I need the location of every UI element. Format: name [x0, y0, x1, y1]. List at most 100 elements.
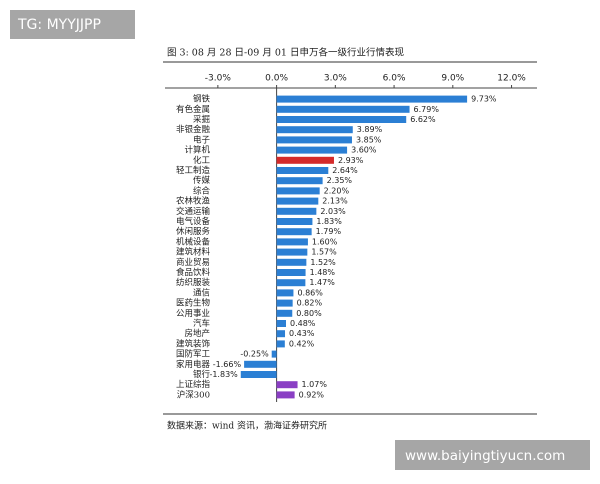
- category-label: 食品饮料: [176, 267, 211, 278]
- category-label: 计算机: [184, 145, 210, 156]
- category-label: 非银金融: [176, 124, 211, 135]
- bar: [276, 126, 353, 134]
- bar: [276, 391, 295, 399]
- watermark-box: [10, 10, 135, 39]
- category-label: 沪深300: [177, 389, 210, 400]
- value-label: 1.60%: [312, 237, 338, 246]
- bar: [240, 371, 277, 378]
- value-label: 1.47%: [309, 278, 335, 287]
- value-label: 2.03%: [320, 207, 346, 216]
- value-label: 0.80%: [296, 309, 322, 318]
- category-label: 化工: [193, 155, 211, 166]
- bar: [276, 177, 323, 185]
- bar: [276, 299, 293, 307]
- bar: [276, 238, 308, 246]
- category-label: 综合: [193, 185, 211, 196]
- bar: [276, 167, 329, 174]
- bar: [276, 340, 285, 348]
- value-label: 0.82%: [297, 299, 323, 308]
- value-label: 6.79%: [414, 105, 440, 114]
- category-label: 商业贸易: [176, 257, 210, 268]
- category-label: 上证综指: [176, 379, 211, 390]
- bar: [276, 269, 306, 276]
- value-label: 1.79%: [316, 227, 342, 236]
- bar: [276, 248, 308, 256]
- bar: [276, 320, 286, 327]
- value-label: 3.85%: [356, 135, 382, 144]
- x-tick-label: 6.0%: [383, 74, 406, 84]
- category-label: 国防军工: [176, 349, 211, 360]
- category-label: 轻工制造: [176, 165, 211, 176]
- bar: [276, 258, 307, 266]
- category-label: 休闲服务: [176, 226, 211, 237]
- value-label: 0.43%: [289, 329, 315, 338]
- bar: [276, 95, 468, 103]
- bar: [276, 197, 319, 205]
- category-label: 纺织服装: [176, 277, 211, 288]
- value-label: -0.25%: [240, 350, 269, 359]
- category-label: 通信: [193, 287, 211, 298]
- category-label: 电气设备: [176, 216, 211, 227]
- category-label: 汽车: [193, 318, 210, 329]
- category-label: 有色金属: [176, 104, 210, 115]
- bar: [244, 360, 277, 368]
- bar: [276, 136, 352, 144]
- chart-title: 图 3: 08 月 28 日-09 月 01 日申万各一级行业行情表现: [167, 47, 404, 59]
- value-label: 3.60%: [351, 146, 377, 155]
- value-label: -1.83%: [209, 370, 238, 379]
- category-label: 机械设备: [176, 236, 211, 247]
- x-tick-label: 0.0%: [265, 74, 288, 84]
- bar: [271, 350, 277, 358]
- source-note: 数据来源：wind 资讯，渤海证券研究所: [167, 420, 327, 432]
- watermark: TG: MYYJJPP: [17, 17, 101, 33]
- value-label: 2.20%: [324, 186, 350, 195]
- value-label: 2.93%: [338, 156, 364, 165]
- value-label: 1.52%: [310, 258, 336, 267]
- watermark-box: [395, 440, 590, 470]
- value-label: 1.57%: [311, 248, 337, 257]
- value-label: 1.48%: [310, 268, 336, 277]
- value-label: 0.86%: [297, 288, 323, 297]
- category-label: 农林牧渔: [176, 196, 211, 207]
- value-label: 0.48%: [290, 319, 316, 328]
- x-tick-label: 9.0%: [441, 74, 464, 84]
- bar: [276, 381, 298, 389]
- bar: [276, 116, 407, 123]
- value-label: 2.64%: [332, 166, 358, 175]
- value-label: 1.83%: [316, 217, 342, 226]
- watermark: www.baiyingtiyucn.com: [405, 448, 565, 464]
- bar: [276, 146, 348, 154]
- category-label: 建筑装饰: [176, 338, 211, 349]
- value-label: 0.42%: [289, 339, 315, 348]
- value-label: 2.13%: [322, 197, 348, 206]
- category-label: 采掘: [193, 114, 210, 125]
- value-label: 2.35%: [327, 176, 353, 185]
- value-label: 1.07%: [302, 380, 328, 389]
- bar: [276, 330, 286, 338]
- bar: [276, 187, 320, 195]
- value-label: 0.92%: [299, 390, 325, 399]
- bar: [276, 309, 293, 317]
- value-label: 3.89%: [357, 125, 383, 134]
- value-label: 9.73%: [471, 95, 497, 104]
- category-label: 家用电器: [176, 359, 211, 370]
- category-label: 电子: [193, 134, 211, 145]
- bar: [276, 156, 334, 164]
- bar: [276, 279, 306, 287]
- bar: [276, 207, 317, 215]
- bar: [276, 218, 313, 225]
- x-tick-label: 3.0%: [324, 74, 347, 84]
- category-label: 公用事业: [176, 308, 210, 319]
- category-label: 传媒: [193, 175, 211, 186]
- x-tick-label: 12.0%: [497, 74, 526, 84]
- bar: [276, 105, 410, 113]
- category-label: 房地产: [184, 328, 210, 339]
- bar: [276, 289, 294, 297]
- category-label: 银行: [193, 369, 211, 380]
- value-label: 6.62%: [410, 115, 436, 124]
- category-label: 建筑材料: [176, 247, 211, 258]
- value-label: -1.66%: [213, 360, 242, 369]
- x-tick-label: -3.0%: [205, 74, 232, 84]
